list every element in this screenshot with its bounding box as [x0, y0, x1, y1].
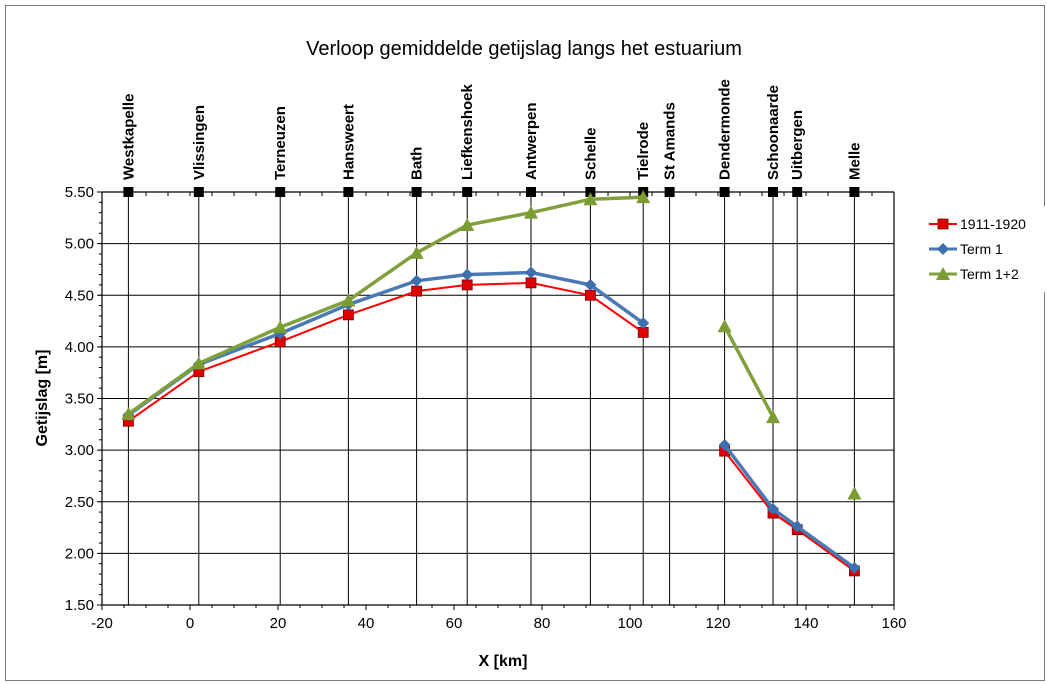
- data-point-triangle: [766, 410, 780, 424]
- series-line: [127, 195, 644, 416]
- legend: 1911-1920 Term 1 Term 1+2: [927, 206, 1047, 292]
- x-tick-label: 60: [446, 615, 463, 632]
- legend-entry-label: 1911-1920: [960, 216, 1026, 232]
- y-tick-label: 2.50: [65, 494, 94, 511]
- y-tick-label: 3.00: [65, 442, 94, 459]
- grid: [102, 191, 894, 606]
- station-marker: [411, 187, 422, 197]
- data-point-diamond: [525, 266, 537, 279]
- station-label: Vlissingen: [191, 105, 208, 180]
- series-term-1-2: [121, 190, 862, 500]
- data-point-diamond: [461, 268, 474, 281]
- data-point-diamond: [410, 274, 423, 287]
- station-marker: [462, 187, 473, 197]
- station-marker: [343, 187, 354, 197]
- data-point-triangle: [583, 192, 598, 206]
- station-marker: [123, 187, 134, 197]
- data-point-triangle: [936, 267, 950, 280]
- station-label: Tielrode: [635, 122, 652, 180]
- data-point-square: [411, 285, 423, 297]
- data-point-square: [937, 218, 949, 230]
- station-label: Antwerpen: [523, 102, 540, 180]
- data-point-diamond: [848, 561, 861, 574]
- data-point-triangle: [636, 190, 651, 204]
- station-label: Schelle: [582, 127, 599, 180]
- chart-title: Verloop gemiddelde getijslag langs het e…: [306, 38, 742, 60]
- series-term-1: [122, 266, 861, 574]
- series-line: [723, 443, 856, 570]
- data-point-triangle: [341, 293, 356, 307]
- x-axis-label: X [km]: [479, 653, 528, 670]
- station-marker: [275, 187, 286, 197]
- station-marker: [792, 187, 803, 197]
- data-point-diamond: [637, 317, 650, 330]
- legend-entry-label: Term 1+2: [960, 266, 1019, 282]
- station-label: Liefkenshoek: [459, 83, 476, 180]
- y-tick-label: 2.00: [65, 545, 94, 562]
- data-point-triangle: [191, 356, 206, 370]
- data-point-triangle: [121, 406, 136, 420]
- station-marker: [719, 187, 730, 197]
- data-point-triangle: [524, 205, 538, 219]
- x-tick-label: 100: [617, 615, 642, 632]
- station-label: Melle: [846, 142, 863, 180]
- legend-entry-label: Term 1: [960, 241, 1003, 257]
- data-point-diamond: [767, 502, 779, 515]
- x-tick-label: 0: [186, 615, 194, 632]
- x-tick-label: 80: [534, 615, 551, 632]
- data-point-square: [585, 289, 596, 301]
- axes: [97, 191, 895, 610]
- station-label: Terneuzen: [272, 106, 289, 180]
- station-marker: [526, 187, 536, 197]
- x-tick-label: 160: [881, 615, 906, 632]
- x-tick-label: 140: [793, 615, 818, 632]
- x-tick-label: -20: [91, 615, 113, 632]
- y-tick-label: 4.50: [65, 287, 94, 304]
- chart-frame: [5, 5, 1045, 681]
- series-line: [723, 325, 775, 418]
- station-label: St Amands: [662, 102, 679, 180]
- series-1911-1920: [123, 277, 860, 577]
- station-label: Dendermonde: [717, 79, 734, 180]
- y-tick-label: 3.50: [65, 391, 94, 408]
- data-point-triangle: [717, 319, 732, 333]
- station-marker: [585, 187, 596, 197]
- data-point-triangle: [847, 486, 862, 500]
- data-point-diamond: [937, 243, 949, 255]
- station-label: Hansweert: [340, 104, 357, 180]
- series: [121, 190, 862, 577]
- data-point-square: [342, 309, 354, 321]
- station-label: Bath: [409, 147, 426, 180]
- y-tick-label: 4.00: [65, 339, 94, 356]
- data-point-square: [461, 279, 473, 291]
- y-tick-label: 5.00: [65, 236, 94, 253]
- data-point-diamond: [718, 438, 731, 451]
- y-tick-labels: 1.50 2.00 2.50 3.00 3.50 4.00 4.50 5.00 5.50: [65, 184, 94, 614]
- station-labels: Westkapelle Vlissingen Terneuzen Hansweert B…: [120, 79, 863, 197]
- x-tick-label: 20: [270, 615, 287, 632]
- y-axis-label: Getijslag [m]: [34, 350, 51, 447]
- station-marker: [768, 187, 778, 197]
- series-line: [127, 270, 645, 417]
- station-marker: [849, 187, 860, 197]
- data-point-square: [525, 277, 537, 289]
- y-tick-label: 1.50: [65, 597, 94, 614]
- data-point-diamond: [791, 520, 804, 533]
- series-line: [127, 281, 644, 423]
- station-label: Schoonaarde: [765, 85, 782, 180]
- data-point-triangle: [273, 320, 288, 334]
- data-point-triangle: [460, 218, 475, 232]
- y-tick-label: 5.50: [65, 184, 94, 201]
- station-label: Westkapelle: [120, 94, 137, 180]
- x-tick-label: 120: [705, 615, 730, 632]
- station-marker: [193, 187, 204, 197]
- x-tick-label: 40: [358, 615, 375, 632]
- data-point-diamond: [584, 278, 597, 291]
- x-tick-labels: -20 0 20 40 60 80 100 120 140 160: [91, 615, 906, 632]
- station-marker: [664, 187, 675, 197]
- series-line: [723, 450, 855, 572]
- data-point-triangle: [409, 245, 424, 259]
- station-label: Uitbergen: [789, 110, 806, 180]
